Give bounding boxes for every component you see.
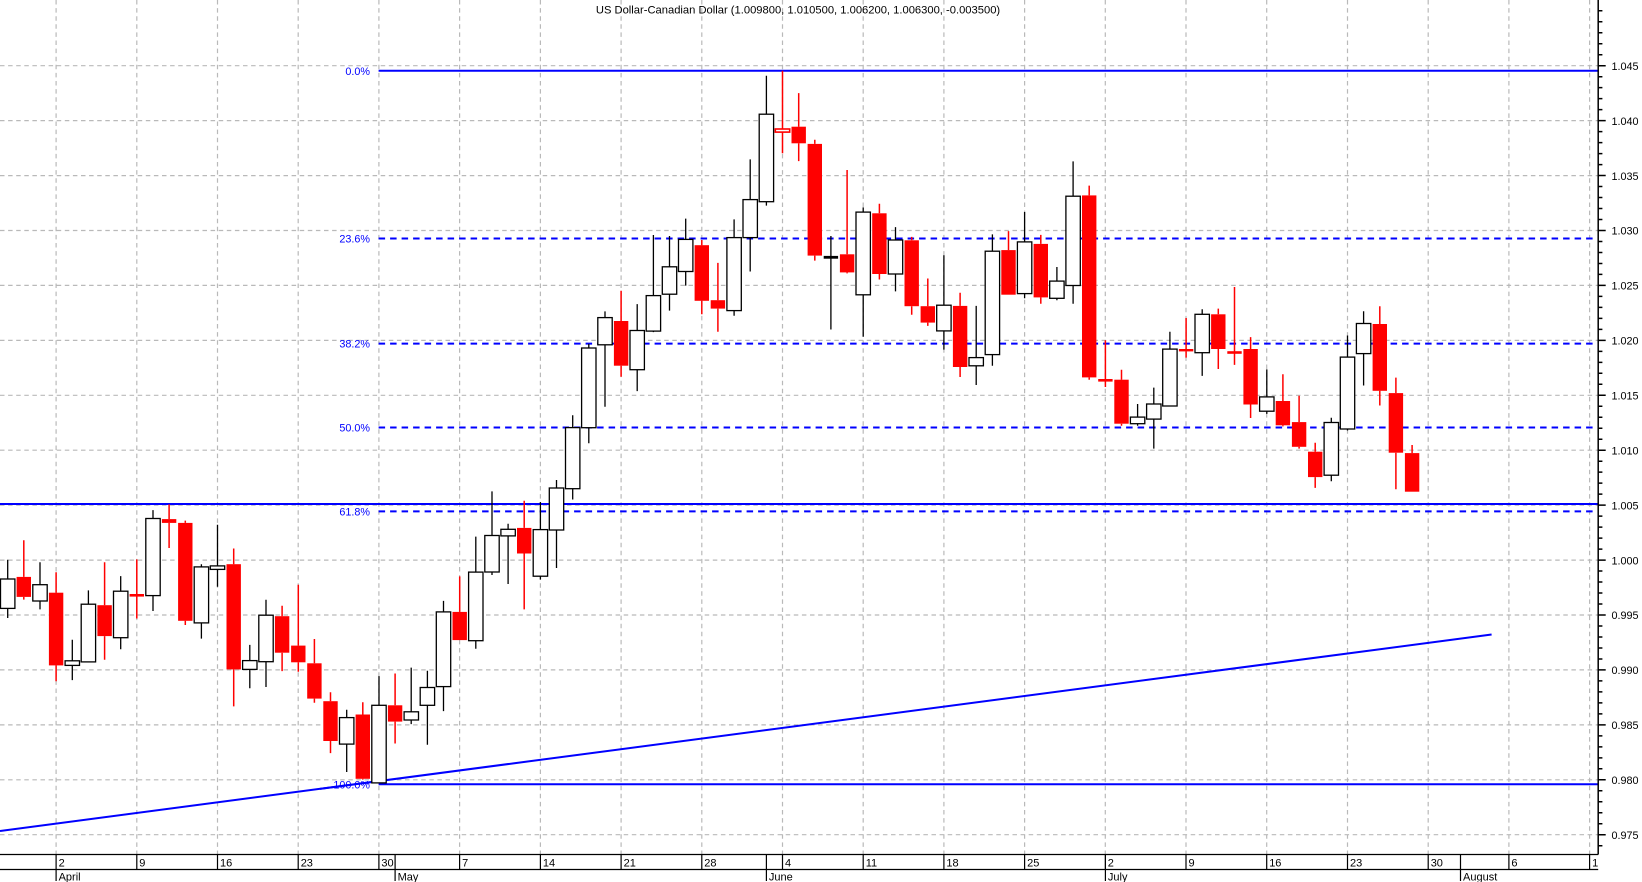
svg-text:1.025: 1.025 <box>1612 281 1639 293</box>
svg-text:May: May <box>398 871 419 882</box>
svg-text:0.980: 0.980 <box>1612 775 1639 787</box>
svg-text:9: 9 <box>1189 857 1195 869</box>
svg-text:June: June <box>769 871 793 882</box>
svg-text:6: 6 <box>1511 857 1517 869</box>
svg-text:August: August <box>1463 871 1497 882</box>
svg-text:2: 2 <box>1108 857 1114 869</box>
svg-text:18: 18 <box>946 857 958 869</box>
svg-text:April: April <box>59 871 81 882</box>
svg-text:30: 30 <box>1431 857 1443 869</box>
svg-text:23: 23 <box>1350 857 1362 869</box>
svg-text:0.995: 0.995 <box>1612 610 1639 622</box>
svg-text:0.0%: 0.0% <box>345 66 370 78</box>
svg-text:1.005: 1.005 <box>1612 500 1639 512</box>
svg-text:28: 28 <box>704 857 716 869</box>
svg-text:50.0%: 50.0% <box>339 423 370 435</box>
svg-text:1.000: 1.000 <box>1612 555 1639 567</box>
svg-text:25: 25 <box>1027 857 1039 869</box>
svg-text:1.040: 1.040 <box>1612 116 1639 128</box>
svg-text:1.010: 1.010 <box>1612 445 1639 457</box>
svg-text:0.990: 0.990 <box>1612 665 1639 677</box>
svg-text:US Dollar-Canadian Dollar (1.0: US Dollar-Canadian Dollar (1.009800, 1.0… <box>596 5 1001 17</box>
svg-text:13: 13 <box>1592 857 1604 869</box>
svg-text:23.6%: 23.6% <box>339 234 370 246</box>
svg-text:61.8%: 61.8% <box>339 506 370 518</box>
svg-text:2: 2 <box>59 857 65 869</box>
svg-text:30: 30 <box>381 857 393 869</box>
svg-text:16: 16 <box>1269 857 1281 869</box>
svg-text:1.015: 1.015 <box>1612 391 1639 403</box>
svg-text:38.2%: 38.2% <box>339 339 370 351</box>
svg-text:0.975: 0.975 <box>1612 830 1639 842</box>
svg-text:21: 21 <box>624 857 636 869</box>
svg-text:1.020: 1.020 <box>1612 336 1639 348</box>
svg-text:0.985: 0.985 <box>1612 720 1639 732</box>
svg-text:11: 11 <box>866 857 877 869</box>
svg-text:1.035: 1.035 <box>1612 171 1639 183</box>
svg-text:July: July <box>1108 871 1128 882</box>
svg-text:4: 4 <box>785 857 791 869</box>
svg-text:23: 23 <box>301 857 313 869</box>
svg-text:14: 14 <box>543 857 555 869</box>
svg-text:7: 7 <box>462 857 468 869</box>
svg-text:1.045: 1.045 <box>1612 61 1639 73</box>
svg-text:9: 9 <box>139 857 145 869</box>
svg-text:16: 16 <box>220 857 232 869</box>
svg-text:1.030: 1.030 <box>1612 226 1639 238</box>
